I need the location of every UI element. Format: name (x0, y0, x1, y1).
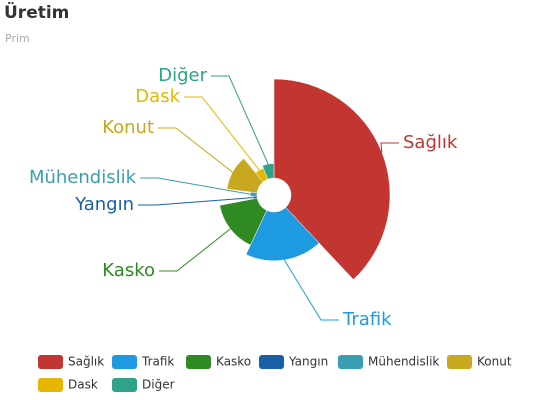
legend-swatch (186, 355, 211, 369)
slice-label: Yangın (74, 194, 134, 215)
leader-line (140, 177, 251, 195)
leader-line (159, 228, 231, 272)
legend-label: Mühendislik (368, 355, 439, 369)
legend-label: Sağlık (68, 355, 104, 369)
legend-swatch (38, 378, 63, 392)
leader-line (184, 96, 260, 171)
chart-subtitle: Prim (5, 32, 30, 45)
slice-label: Kasko (102, 260, 155, 281)
legend-label: Diğer (142, 378, 175, 392)
legend-swatch (112, 378, 137, 392)
leader-line (158, 127, 233, 173)
leader-line (283, 259, 339, 321)
legend-swatch (338, 355, 363, 369)
legend-swatch (38, 355, 63, 369)
leader-line (380, 142, 399, 153)
chart-title: Üretim (4, 1, 69, 23)
legend-label: Dask (68, 378, 98, 392)
leader-line (211, 75, 269, 165)
legend-swatch (447, 355, 472, 369)
leader-line (138, 197, 254, 206)
slice-label: Dask (135, 86, 180, 107)
rose-slice (262, 163, 275, 180)
slice-label: Diğer (158, 65, 207, 86)
legend-label: Konut (477, 355, 512, 369)
legend-label: Yangın (288, 355, 328, 369)
rose-slice (219, 197, 268, 246)
rose-slice (245, 207, 320, 262)
slice-label: Sağlık (403, 132, 458, 153)
legend-swatch (112, 355, 137, 369)
slice-label: Mühendislik (29, 167, 137, 188)
legend-label: Kasko (216, 355, 251, 369)
legend-label: Trafik (141, 355, 174, 369)
rose-slice (273, 78, 391, 280)
legend-swatch (259, 355, 284, 369)
rose-slice (226, 158, 264, 194)
slice-label: Konut (102, 117, 154, 138)
slice-label: Trafik (342, 309, 392, 330)
